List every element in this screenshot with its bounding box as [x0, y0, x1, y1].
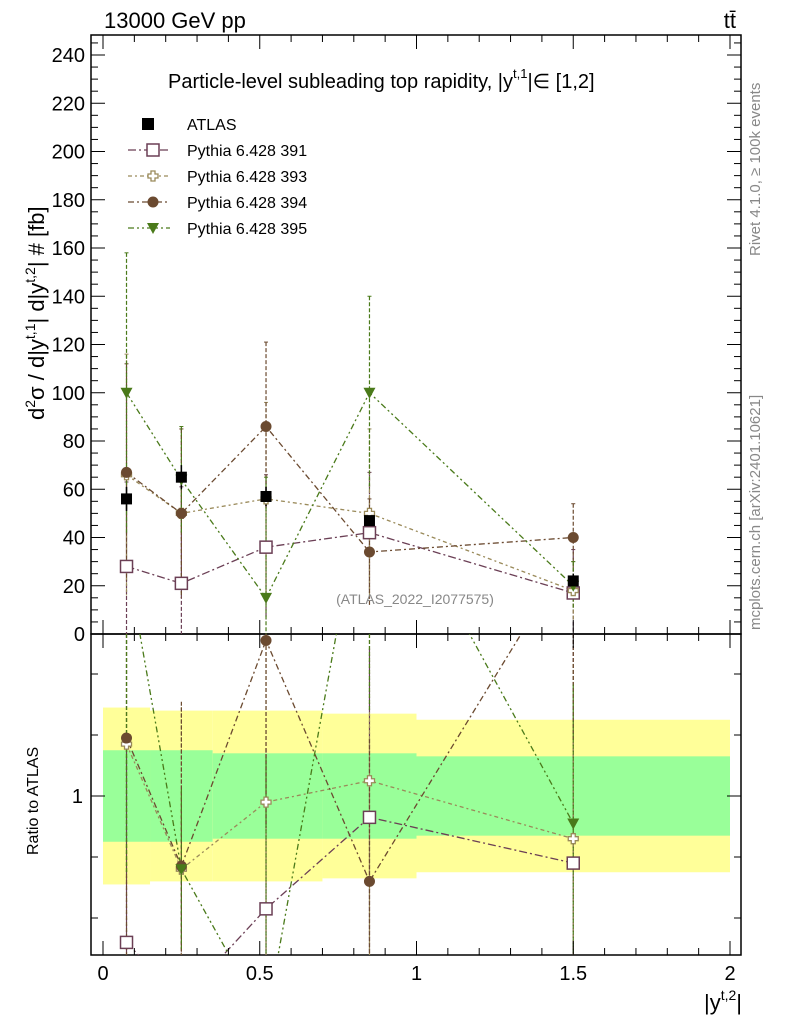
y-tick-label: 80: [63, 431, 85, 453]
atlas-data-marker: [363, 515, 375, 527]
filled-circle-marker: [260, 421, 272, 433]
x-axis-label: |yt,2|: [704, 987, 742, 1015]
open-square-marker: [259, 540, 273, 554]
ratio-tick-label: 1: [72, 786, 83, 808]
open-square-marker: [566, 856, 580, 870]
open-square-marker: [362, 525, 377, 540]
y-tick-label: 40: [63, 528, 85, 550]
triangle-marker: [363, 387, 376, 399]
open-cross-marker: [567, 833, 579, 845]
x-tick-label: 2: [724, 963, 735, 985]
filled-circle-marker: [175, 507, 187, 519]
triangle-marker: [147, 223, 159, 234]
triangle-marker: [120, 387, 133, 399]
y-tick-label: 0: [74, 624, 85, 646]
filled-circle-marker: [147, 196, 159, 208]
y-tick-label: 180: [52, 190, 85, 212]
filled-circle-marker: [260, 634, 272, 646]
mcplots-source-label: mcplots.cern.ch [arXiv:2401.10621]: [747, 395, 764, 630]
legend-label: Pythia 6.428 391: [187, 143, 307, 160]
x-tick-label: 0: [97, 963, 108, 985]
triangle-marker: [567, 818, 580, 830]
legend: ATLAS Pythia 6.428 391 Pythia 6.428 393 Pyt…: [128, 117, 307, 238]
y-tick-label: 120: [52, 335, 85, 357]
ratio-line: [139, 634, 574, 955]
y-tick-label: 100: [52, 383, 85, 405]
ratio-line: [125, 743, 574, 871]
atlas-data: [125, 465, 574, 589]
y-tick-label: 160: [52, 238, 85, 260]
filled-circle-marker: [121, 466, 133, 478]
ratio-axis-label: Ratio to ATLAS: [25, 747, 42, 855]
energy-label: 13000 GeV pp: [104, 8, 246, 33]
atlas-data-marker: [121, 493, 133, 505]
analysis-watermark: (ATLAS_2022_I2077575): [336, 591, 494, 607]
y-tick-label: 220: [52, 93, 85, 115]
atlas-data-marker: [175, 471, 187, 483]
y-axis-label: d2σ / d|yt,1| d|yt,2| # [fb]: [22, 206, 49, 420]
filled-circle-marker: [567, 532, 579, 543]
series-line: [125, 391, 574, 600]
process-label: tt̄: [724, 8, 736, 33]
x-tick-label: 1.5: [559, 963, 587, 985]
open-square-marker: [174, 576, 189, 591]
y-tick-label: 200: [52, 142, 85, 164]
open-square-marker: [119, 559, 134, 574]
open-square-marker: [362, 810, 377, 825]
ratio-uncertainty-bands: [103, 707, 730, 885]
open-cross-marker: [363, 775, 376, 787]
y-tick-label: 60: [63, 479, 85, 501]
legend-atlas-marker: [142, 118, 154, 130]
y-tick-label: 20: [63, 576, 85, 598]
atlas-data-marker: [567, 575, 579, 587]
stat-uncertainty-band: [212, 753, 323, 839]
series-line: [126, 532, 574, 594]
open-cross-marker: [147, 170, 159, 182]
triangle-marker: [260, 592, 273, 604]
series-0: [124, 471, 576, 634]
series-line: [126, 425, 574, 553]
x-tick-label: 1: [411, 963, 422, 985]
atlas-data-marker: [260, 490, 272, 502]
y-tick-label: 240: [52, 45, 85, 67]
filled-circle-marker: [363, 875, 375, 887]
open-square-marker: [119, 935, 134, 950]
legend-label: Pythia 6.428 395: [187, 221, 307, 238]
chart-title: Particle-level subleading top rapidity, …: [168, 66, 595, 93]
legend-atlas-label: ATLAS: [187, 117, 237, 134]
open-cross-marker: [260, 796, 272, 808]
data-series: [119, 252, 580, 955]
legend-label: Pythia 6.428 393: [187, 169, 307, 186]
filled-circle-marker: [363, 546, 375, 558]
open-square-marker: [259, 902, 273, 916]
triangle-marker: [175, 864, 188, 876]
y-tick-label: 140: [52, 286, 85, 308]
series-3: [124, 252, 576, 634]
axis-ticks: 0 20 40 60 80 100 120 140 160 180 200 220 240 0 0.5 1 1.…: [52, 35, 741, 985]
rivet-version-label: Rivet 4.1.0, ≥ 100k events: [747, 83, 764, 256]
series-2: [124, 341, 576, 606]
series-1: [124, 353, 576, 620]
filled-circle-marker: [121, 732, 133, 744]
legend-label: Pythia 6.428 394: [187, 195, 307, 212]
open-square-marker: [146, 143, 160, 157]
x-tick-label: 0.5: [246, 963, 274, 985]
